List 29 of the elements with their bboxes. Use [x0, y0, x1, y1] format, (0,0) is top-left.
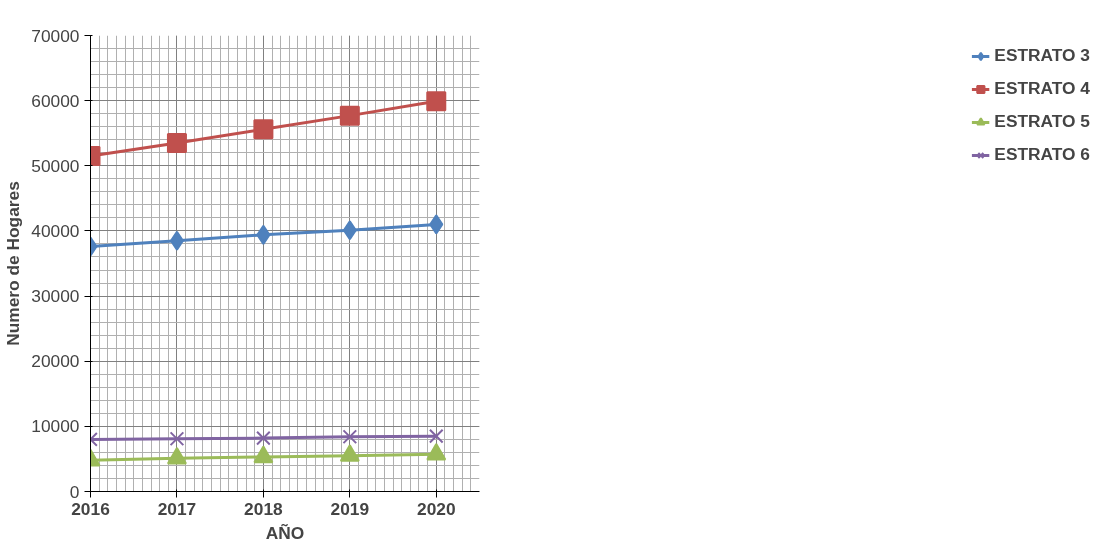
point	[429, 214, 444, 235]
point	[169, 230, 184, 251]
x-tick-label: 2019	[330, 498, 370, 519]
point	[428, 428, 444, 444]
legend-label: ESTRATO 5	[994, 111, 1090, 132]
point	[256, 224, 271, 245]
legend-label: ESTRATO 4	[994, 78, 1090, 99]
point	[426, 91, 447, 112]
y-axis-title: Numero de Hogares	[3, 181, 24, 346]
y-tick-label: 20000	[31, 351, 80, 372]
y-tick-label: 70000	[31, 25, 80, 46]
y-tick-label: 60000	[31, 90, 80, 111]
y-tick-label: 30000	[31, 286, 80, 307]
x-tick-label: 2018	[244, 498, 284, 519]
point	[256, 430, 271, 446]
x-tick-label: 2020	[417, 498, 456, 519]
point	[253, 119, 274, 140]
point	[339, 105, 360, 126]
legend-label: ESTRATO 3	[994, 45, 1090, 66]
point	[166, 132, 187, 153]
y-tick-label: 40000	[31, 220, 80, 241]
y-tick-label: 50000	[31, 155, 80, 176]
x-axis-title: AÑO	[265, 522, 305, 543]
point	[169, 431, 185, 447]
point	[342, 429, 358, 445]
point	[342, 220, 357, 241]
legend-label: ESTRATO 6	[994, 144, 1090, 165]
y-tick-label: 10000	[31, 416, 80, 437]
x-tick-label: 2017	[157, 498, 197, 519]
